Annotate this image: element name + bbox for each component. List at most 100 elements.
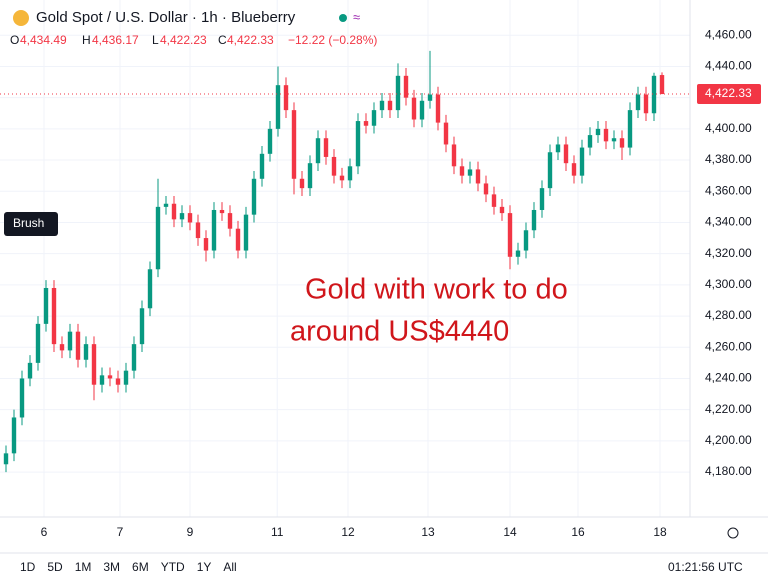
legend-h-label: H xyxy=(82,33,91,47)
chart-title: Gold Spot / U.S. Dollar · 1h · Blueberry xyxy=(36,9,296,26)
candle-body xyxy=(587,135,593,148)
candle-body xyxy=(51,287,57,345)
y-tick-label: 4,180.00 xyxy=(705,464,752,478)
candle-body xyxy=(507,213,513,257)
indicator-icon: ≈ xyxy=(353,9,360,24)
y-tick-label: 4,280.00 xyxy=(705,308,752,322)
range-button[interactable]: 5D xyxy=(47,560,63,574)
candle-body xyxy=(539,188,545,210)
candle-body xyxy=(331,156,337,176)
last-price-box xyxy=(697,84,761,105)
candle-body xyxy=(259,153,265,179)
candle-body xyxy=(91,344,97,385)
status-dot xyxy=(339,14,347,22)
candle-body xyxy=(291,110,297,179)
y-tick-label: 4,220.00 xyxy=(705,402,752,416)
candle-body xyxy=(395,75,401,111)
candle-body xyxy=(411,97,417,120)
candle-body xyxy=(659,75,665,95)
candle-body xyxy=(195,222,201,239)
x-tick-label: 11 xyxy=(271,525,284,539)
candle-body xyxy=(315,138,321,164)
candle-body xyxy=(115,378,121,385)
candle-body xyxy=(3,453,9,465)
candle-body xyxy=(19,378,25,418)
candle-body xyxy=(371,110,377,126)
range-button[interactable]: All xyxy=(223,560,236,574)
candle-body xyxy=(611,138,617,142)
candle-body xyxy=(227,213,233,229)
range-button[interactable]: 1M xyxy=(75,560,92,574)
candle-body xyxy=(499,206,505,214)
candle-body xyxy=(419,100,425,120)
candle-body xyxy=(483,183,489,195)
candle-body xyxy=(451,144,457,167)
candle-body xyxy=(643,94,649,114)
candle-body xyxy=(459,166,465,176)
candle-body xyxy=(355,121,361,167)
candle-body xyxy=(139,308,145,345)
range-button[interactable]: 3M xyxy=(103,560,120,574)
candle-body xyxy=(283,85,289,111)
candle-body xyxy=(443,122,449,145)
y-tick-label: 4,380.00 xyxy=(705,152,752,166)
y-tick-label: 4,440.00 xyxy=(705,59,752,73)
range-button[interactable]: 1Y xyxy=(197,560,212,574)
candle-body xyxy=(579,147,585,176)
candle-body xyxy=(179,213,185,220)
clock: 01:21:56 UTC xyxy=(668,560,743,574)
candle-body xyxy=(475,169,481,184)
candle-body xyxy=(75,331,81,360)
y-tick-label: 4,400.00 xyxy=(705,121,752,135)
legend-change: −12.22 (−0.28%) xyxy=(288,33,377,47)
x-tick-label: 13 xyxy=(421,525,435,539)
tooltip: Brush xyxy=(13,216,44,230)
candle-body xyxy=(267,128,273,154)
candle-body xyxy=(427,94,433,101)
candle-body xyxy=(187,213,193,223)
candle-body xyxy=(571,163,577,176)
candle-body xyxy=(403,75,409,98)
x-tick-label: 7 xyxy=(117,525,124,539)
candle-body xyxy=(339,175,345,181)
legend-h: 4,436.17 xyxy=(92,33,139,47)
range-button[interactable]: 6M xyxy=(132,560,149,574)
candle-body xyxy=(603,128,609,142)
x-tick-label: 6 xyxy=(41,525,48,539)
settings-icon[interactable] xyxy=(727,527,739,539)
x-tick-label: 14 xyxy=(503,525,517,539)
legend-l: 4,422.23 xyxy=(160,33,207,47)
candle-body xyxy=(35,323,41,363)
candle-body xyxy=(523,230,529,251)
legend-l-label: L xyxy=(152,33,159,47)
candle-body xyxy=(651,75,657,114)
last-price-label: 4,422.33 xyxy=(705,86,752,100)
candle-body xyxy=(147,269,153,309)
candle-body xyxy=(347,166,353,181)
candle-body xyxy=(555,144,561,153)
candle-body xyxy=(211,209,217,251)
legend-c: 4,422.33 xyxy=(227,33,274,47)
candle-body xyxy=(83,344,89,360)
x-tick-label: 12 xyxy=(341,525,355,539)
annotation: around US$4440 xyxy=(290,316,509,348)
candle-body xyxy=(595,128,601,136)
x-tick-label: 9 xyxy=(187,525,194,539)
candle-body xyxy=(547,152,553,189)
candle-body xyxy=(275,85,281,129)
range-button[interactable]: YTD xyxy=(161,560,185,574)
range-button[interactable]: 1D xyxy=(20,560,36,574)
candle-body xyxy=(491,194,497,207)
x-tick-label: 18 xyxy=(653,525,667,539)
y-tick-label: 4,300.00 xyxy=(705,277,752,291)
y-tick-label: 4,240.00 xyxy=(705,371,752,385)
candle-body xyxy=(67,331,73,351)
candle-body xyxy=(171,203,177,220)
candle-body xyxy=(243,214,249,251)
candle-body xyxy=(619,138,625,148)
candle-body xyxy=(379,100,385,111)
candle-body xyxy=(203,238,209,251)
y-tick-label: 4,200.00 xyxy=(705,433,752,447)
